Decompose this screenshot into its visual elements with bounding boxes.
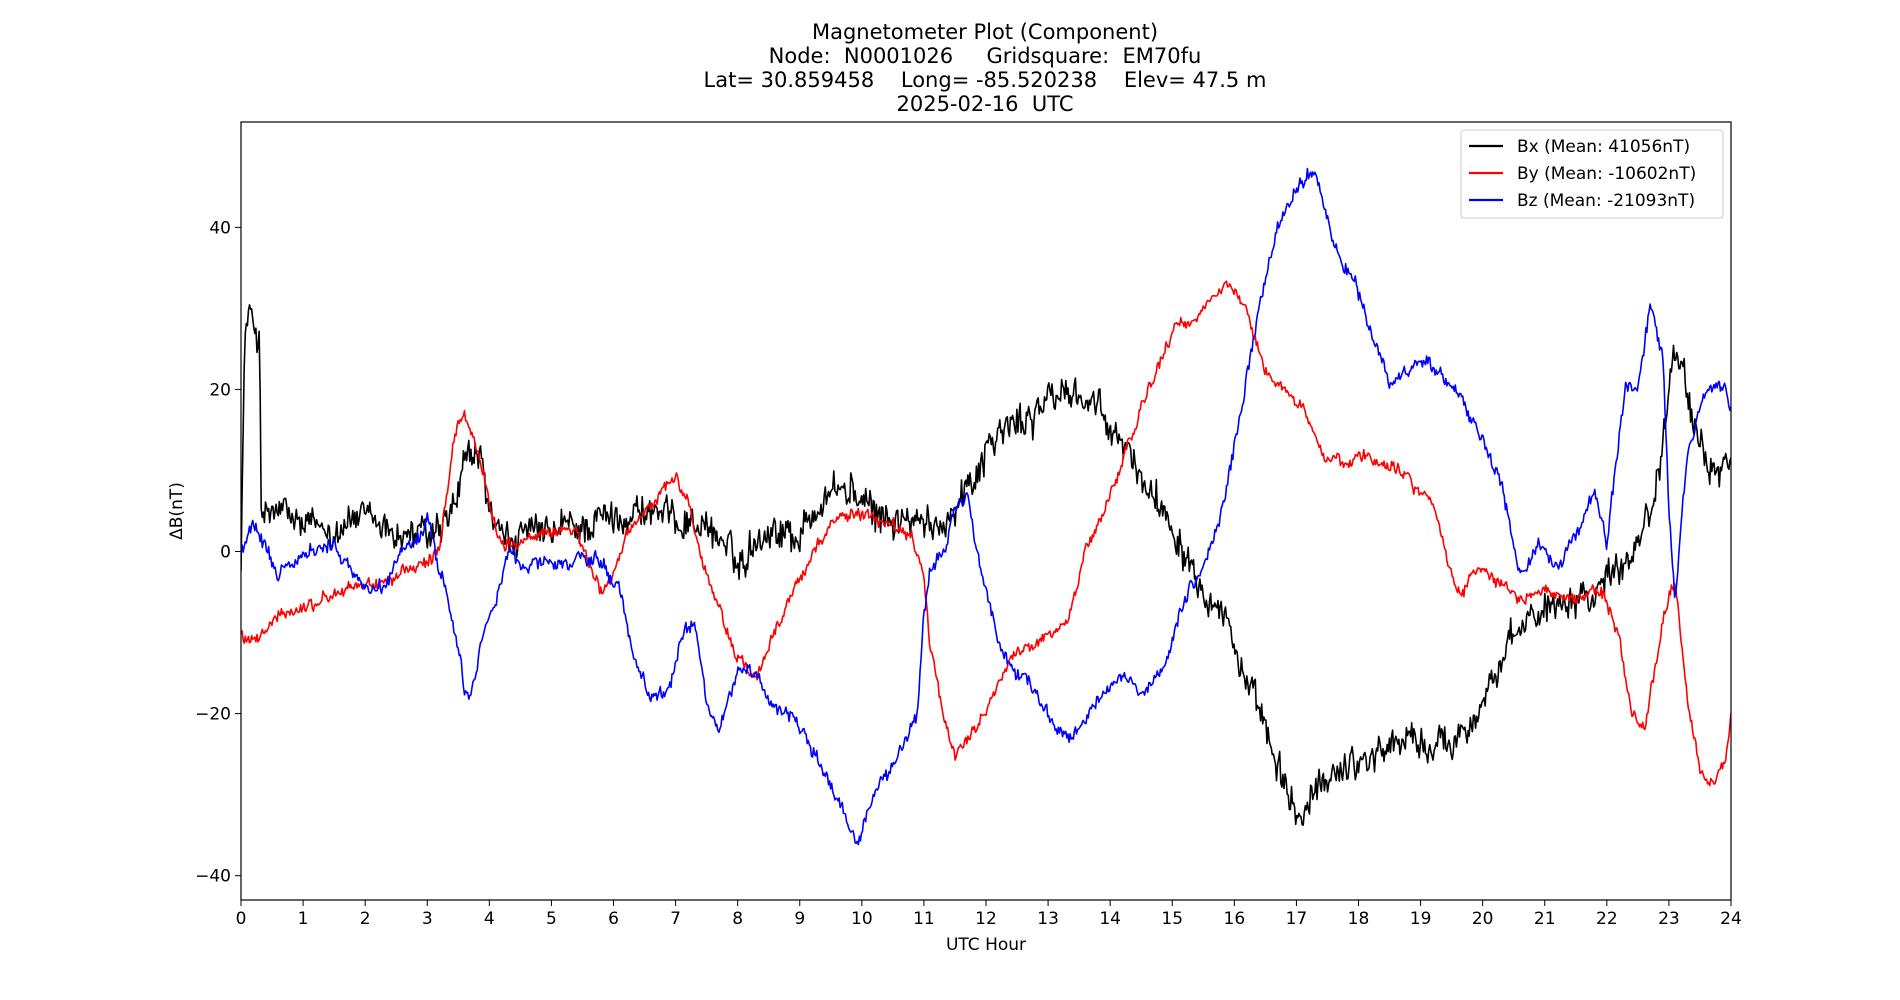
x-tick-label: 9	[794, 909, 805, 929]
series-layer	[241, 167, 1731, 846]
x-tick-label: 20	[1472, 909, 1494, 929]
x-tick-label: 5	[546, 909, 557, 929]
x-tick-label: 7	[670, 909, 681, 929]
x-tick-label: 3	[422, 909, 433, 929]
chart-title-line-4: 2025-02-16 UTC	[896, 92, 1074, 116]
legend-box	[1460, 129, 1724, 219]
x-tick-label: 15	[1161, 909, 1183, 929]
y-axis-label: ΔB(nT)	[167, 482, 187, 540]
legend-label-by: By (Mean: -10602nT)	[1517, 164, 1696, 184]
y-tick-label: 40	[209, 218, 231, 238]
x-tick-label: 6	[608, 909, 619, 929]
x-tick-label: 10	[851, 909, 873, 929]
x-tick-label: 21	[1534, 909, 1556, 929]
x-tick-label: 14	[1099, 909, 1121, 929]
x-tick-label: 23	[1658, 909, 1680, 929]
x-tick-label: 12	[975, 909, 997, 929]
chart-title: Magnetometer Plot (Component) Node: N000…	[240, 20, 1730, 116]
x-tick-label: 17	[1286, 909, 1308, 929]
x-tick-label: 1	[298, 909, 309, 929]
y-tick-label: 0	[220, 543, 231, 563]
y-tick-label: −40	[195, 867, 231, 887]
x-tick-label: 24	[1720, 909, 1742, 929]
x-tick-label: 8	[732, 909, 743, 929]
x-tick-label: 19	[1410, 909, 1432, 929]
legend-label-bz: Bz (Mean: -21093nT)	[1517, 191, 1695, 211]
x-tick-label: 16	[1224, 909, 1246, 929]
y-tick-label: 20	[209, 380, 231, 400]
x-tick-label: 18	[1348, 909, 1370, 929]
x-tick-label: 11	[913, 909, 935, 929]
x-axis-label: UTC Hour	[946, 935, 1026, 955]
ticks-layer: 0 1 2 3 4 5 6 7 8 9 10 11 12 13 14 15 16 17 18 19 20 21 22 23 24…	[195, 218, 1742, 929]
x-tick-label: 4	[484, 909, 495, 929]
series-line-by	[241, 280, 1731, 787]
x-tick-label: 2	[360, 909, 371, 929]
x-tick-label: 22	[1596, 909, 1618, 929]
series-line-bx	[241, 304, 1731, 827]
legend: Bx (Mean: 41056nT) By (Mean: -10602nT) B…	[1460, 129, 1724, 219]
x-tick-label: 0	[236, 909, 247, 929]
legend-label-bx: Bx (Mean: 41056nT)	[1517, 137, 1690, 157]
chart-title-line-1: Magnetometer Plot (Component)	[811, 20, 1159, 44]
chart-title-line-3: Lat= 30.859458 Long= -85.520238 Elev= 47…	[703, 68, 1267, 92]
y-tick-label: −20	[195, 705, 231, 725]
x-tick-label: 13	[1037, 909, 1059, 929]
chart-title-line-2: Node: N0001026 Gridsquare: EM70fu	[768, 44, 1202, 68]
series-line-bz	[241, 167, 1731, 846]
